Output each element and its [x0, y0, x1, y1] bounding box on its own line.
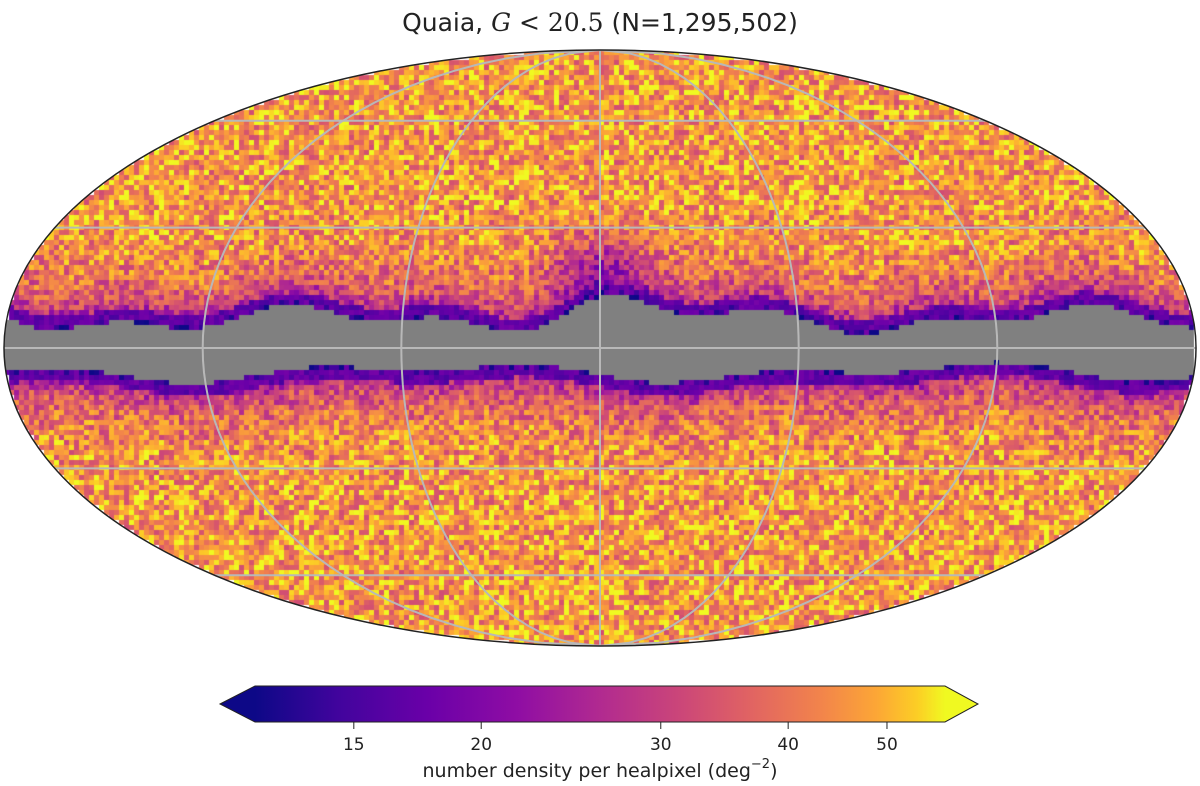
colorbar-tick-label: 20 — [470, 735, 492, 755]
graticule-meridian — [400, 50, 601, 646]
colorbar-label-text: number density per healpixel (deg — [423, 760, 751, 782]
colorbar-tick-label: 40 — [777, 735, 799, 755]
graticule-meridian — [201, 50, 601, 646]
graticule-meridian — [599, 50, 999, 646]
colorbar-label-close: ) — [770, 760, 777, 782]
title-math-var: G — [491, 8, 512, 37]
colorbar-body — [255, 686, 945, 722]
map-border — [3, 49, 1197, 647]
chart-title: Quaia, G < 20.5 (N=1,295,502) — [0, 8, 1200, 37]
colorbar-ticks: 15 20 30 40 50 — [343, 722, 898, 755]
colorbar-tick-label: 30 — [650, 735, 672, 755]
title-suffix: (N=1,295,502) — [603, 8, 798, 37]
graticule-meridian — [599, 50, 800, 646]
title-math-rel: < 20.5 — [511, 8, 604, 37]
colorbar-extend-high — [945, 686, 978, 722]
colorbar-tick-label: 15 — [343, 735, 365, 755]
colorbar-tick-label: 50 — [876, 735, 898, 755]
colorbar-outline — [218, 685, 980, 723]
graticule-grid — [4, 50, 1196, 646]
colorbar-label-exponent: −2 — [751, 757, 770, 772]
colorbar-label: number density per healpixel (deg−2) — [423, 757, 778, 782]
colorbar-extend-low — [220, 686, 255, 722]
title-prefix: Quaia, — [402, 8, 492, 37]
